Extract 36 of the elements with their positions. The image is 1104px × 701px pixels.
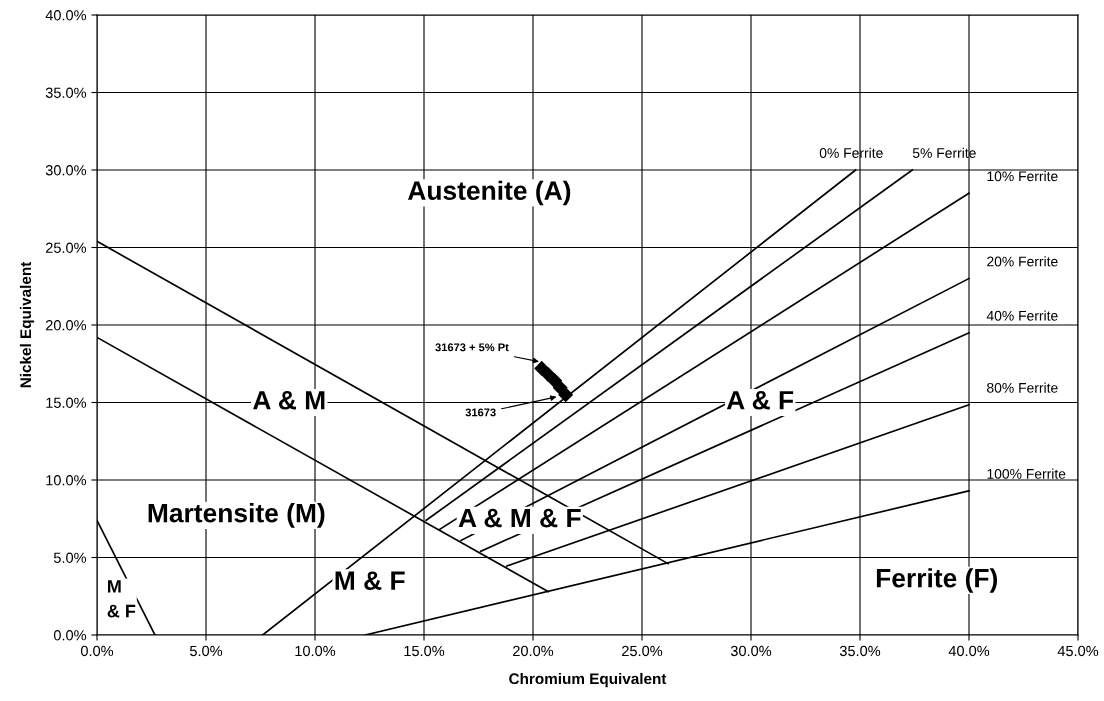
- annotation: 31673: [465, 408, 496, 417]
- y-tick-label: 5.0%: [53, 552, 87, 563]
- y-tick-label: 25.0%: [45, 242, 87, 253]
- annotation: 31673 + 5% Pt: [435, 343, 509, 352]
- series-label: 40% Ferrite: [986, 310, 1058, 321]
- y-tick-label: 35.0%: [45, 87, 87, 98]
- x-axis-title: Chromium Equivalent: [509, 672, 667, 688]
- series-label: 100% Ferrite: [987, 468, 1066, 479]
- annotation: Ferrite (F): [876, 568, 998, 593]
- annotation: M & F: [107, 580, 136, 618]
- y-tick-label: 20.0%: [45, 320, 87, 331]
- annotation: A & M: [253, 391, 325, 410]
- x-tick-label: 45.0%: [1057, 645, 1099, 657]
- x-tick-label: 20.0%: [513, 645, 554, 657]
- y-axis-title: Nickel Equivalent: [19, 261, 35, 388]
- series-label: 20% Ferrite: [987, 256, 1058, 267]
- y-tick-label: 15.0%: [46, 397, 87, 408]
- x-tick-label: 5.0%: [189, 645, 223, 657]
- y-tick-label: 30.0%: [45, 165, 87, 176]
- annotation: M & F: [335, 571, 405, 590]
- x-tick-label: 30.0%: [730, 645, 772, 657]
- annotation: A & M & F: [458, 508, 581, 528]
- annotation: Austenite (A): [407, 180, 571, 206]
- x-tick-label: 40.0%: [948, 645, 990, 657]
- series-label: 80% Ferrite: [987, 382, 1058, 393]
- y-tick-label: 40.0%: [45, 10, 87, 21]
- y-tick-label: 10.0%: [46, 475, 87, 486]
- annotation: Martensite (M): [148, 503, 325, 528]
- annotation: A & F: [726, 391, 794, 410]
- x-tick-label: 35.0%: [839, 645, 881, 657]
- x-tick-label: 0.0%: [80, 645, 114, 657]
- x-tick-label: 15.0%: [404, 645, 445, 657]
- x-tick-label: 25.0%: [622, 645, 663, 657]
- y-tick-label: 0.0%: [53, 630, 87, 641]
- x-tick-label: 10.0%: [295, 645, 336, 657]
- series-label: 10% Ferrite: [987, 171, 1058, 182]
